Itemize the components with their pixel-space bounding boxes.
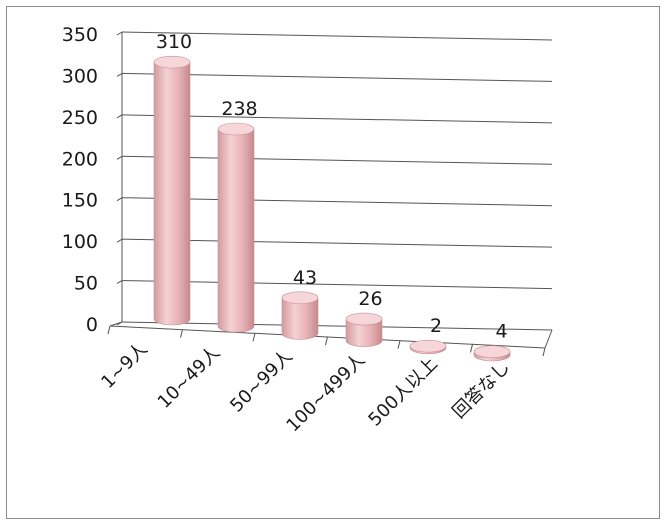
gridline bbox=[121, 321, 553, 331]
y-tick-label: 0 bbox=[86, 314, 98, 336]
bar bbox=[409, 339, 447, 355]
category-label: 10~49人 bbox=[154, 342, 225, 413]
data-labels: 310 238 43 26 2 4 bbox=[156, 31, 508, 343]
y-tick-label: 50 bbox=[74, 273, 98, 295]
y-tick-mark bbox=[116, 238, 123, 243]
bar bbox=[473, 345, 511, 362]
category-label: 500人以上 bbox=[364, 353, 441, 430]
category-label: 1~9人 bbox=[97, 339, 151, 393]
data-label: 2 bbox=[430, 315, 442, 337]
x-tick-mark bbox=[180, 329, 183, 338]
bar-body bbox=[281, 297, 319, 340]
data-label: 4 bbox=[495, 321, 507, 343]
bar-top bbox=[217, 122, 255, 136]
y-tick-label: 350 bbox=[62, 24, 98, 46]
x-tick-mark bbox=[107, 325, 111, 335]
gridline bbox=[121, 155, 553, 165]
chart-frame bbox=[6, 6, 660, 519]
x-tick-mark bbox=[252, 333, 256, 342]
y-axis-ticks: 0 50 100 150 200 250 300 350 bbox=[62, 24, 98, 336]
bar-top bbox=[473, 345, 511, 358]
x-tick-mark bbox=[470, 344, 473, 353]
y-tick-mark bbox=[116, 155, 123, 160]
bar bbox=[281, 291, 319, 340]
data-label: 238 bbox=[221, 98, 257, 120]
y-tick-mark bbox=[116, 197, 123, 202]
category-label: 回答なし bbox=[449, 357, 515, 423]
bar-top bbox=[153, 55, 191, 69]
category-label: 100~499人 bbox=[282, 350, 369, 437]
data-label: 310 bbox=[156, 31, 192, 53]
data-label: 26 bbox=[358, 288, 382, 310]
bar-top bbox=[281, 291, 319, 305]
y-tick-mark bbox=[116, 280, 123, 285]
category-label: 50~99人 bbox=[226, 346, 297, 417]
gridlines bbox=[121, 31, 553, 331]
y-tick-label: 250 bbox=[62, 107, 98, 129]
y-tick-mark bbox=[116, 114, 123, 119]
bar-top bbox=[409, 339, 447, 353]
gridline bbox=[121, 114, 553, 124]
axes bbox=[107, 31, 553, 357]
y-tick-label: 300 bbox=[62, 65, 98, 87]
bar-body bbox=[217, 128, 255, 333]
y-tick-label: 200 bbox=[62, 148, 98, 170]
y-tick-label: 100 bbox=[62, 231, 98, 253]
x-tick-mark bbox=[542, 347, 546, 357]
gridline bbox=[121, 280, 553, 290]
bar bbox=[217, 122, 255, 333]
y-tick-mark bbox=[116, 31, 123, 36]
bar-body bbox=[153, 61, 191, 326]
floor-left-edge bbox=[109, 321, 123, 327]
gridline bbox=[121, 238, 553, 248]
y-tick-mark bbox=[116, 72, 123, 77]
bar-body bbox=[345, 318, 383, 347]
bar bbox=[345, 312, 383, 347]
x-tick-mark bbox=[397, 340, 401, 349]
y-tick-label: 150 bbox=[62, 190, 98, 212]
x-tick-mark bbox=[325, 336, 328, 346]
bar-top bbox=[345, 312, 383, 326]
data-label: 43 bbox=[293, 267, 317, 289]
gridline bbox=[121, 72, 553, 82]
bar bbox=[153, 55, 191, 326]
gridline bbox=[121, 197, 553, 207]
bars bbox=[153, 55, 511, 362]
gridline bbox=[121, 31, 553, 41]
floor-right-edge bbox=[544, 329, 553, 349]
